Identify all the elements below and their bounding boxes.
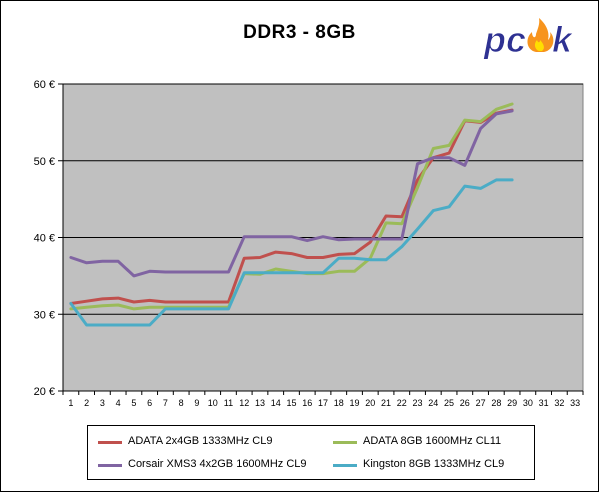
x-tick-label: 24 [428, 398, 438, 408]
pcsk-logo: pc k [483, 18, 575, 61]
x-tick-label: 19 [350, 398, 360, 408]
x-tick-label: 25 [444, 398, 454, 408]
x-tick-label: 13 [255, 398, 265, 408]
x-tick-label: 29 [507, 398, 517, 408]
x-tick-label: 20 [365, 398, 375, 408]
chart-title: DDR3 - 8GB [243, 22, 356, 43]
x-tick-label: 16 [302, 398, 312, 408]
legend-swatch [333, 441, 357, 444]
series-line [69, 178, 514, 327]
y-tick-label: 60 € [34, 79, 55, 91]
series-line [69, 109, 514, 278]
x-tick-label: 31 [539, 398, 549, 408]
x-tick-label: 4 [116, 398, 121, 408]
x-tick-label: 28 [491, 398, 501, 408]
svg-text:pc: pc [483, 19, 526, 60]
x-tick-label: 12 [239, 398, 249, 408]
y-tick-label: 20 € [34, 386, 55, 398]
x-tick-label: 17 [318, 398, 328, 408]
x-tick-label: 21 [381, 398, 391, 408]
svg-text:k: k [552, 19, 574, 60]
x-tick-label: 30 [523, 398, 533, 408]
x-tick-label: 10 [208, 398, 218, 408]
x-tick-label: 22 [397, 398, 407, 408]
y-tick-label: 40 € [34, 233, 55, 245]
x-tick-label: 23 [413, 398, 423, 408]
x-tick-label: 6 [147, 398, 152, 408]
legend-label: Kingston 8GB 1333MHz CL9 [363, 458, 505, 470]
x-tick-label: 27 [476, 398, 486, 408]
legend-label: ADATA 2x4GB 1333MHz CL9 [128, 435, 273, 447]
x-tick-label: 32 [554, 398, 564, 408]
legend-swatch [98, 464, 122, 467]
x-tick-label: 33 [570, 398, 580, 408]
x-tick-label: 8 [179, 398, 184, 408]
x-tick-label: 9 [194, 398, 199, 408]
x-tick-label: 5 [131, 398, 136, 408]
x-tick-label: 15 [286, 398, 296, 408]
x-tick-label: 1 [68, 398, 73, 408]
x-tick-label: 18 [334, 398, 344, 408]
legend-label: ADATA 8GB 1600MHz CL11 [363, 435, 502, 447]
x-tick-label: 2 [84, 398, 89, 408]
x-tick-label: 26 [460, 398, 470, 408]
y-tick-label: 50 € [34, 156, 55, 168]
legend-swatch [98, 441, 122, 444]
legend-label: Corsair XMS3 4x2GB 1600MHz CL9 [128, 458, 307, 470]
series-line [69, 108, 514, 305]
legend-swatch [333, 464, 357, 467]
y-tick-label: 30 € [34, 309, 55, 321]
x-tick-label: 3 [100, 398, 105, 408]
legend: ADATA 2x4GB 1333MHz CL9 ADATA 8GB 1600MH… [87, 425, 535, 480]
x-tick-label: 7 [163, 398, 168, 408]
x-tick-label: 11 [224, 398, 233, 408]
x-tick-label: 14 [271, 398, 281, 408]
flame-icon [527, 18, 554, 52]
